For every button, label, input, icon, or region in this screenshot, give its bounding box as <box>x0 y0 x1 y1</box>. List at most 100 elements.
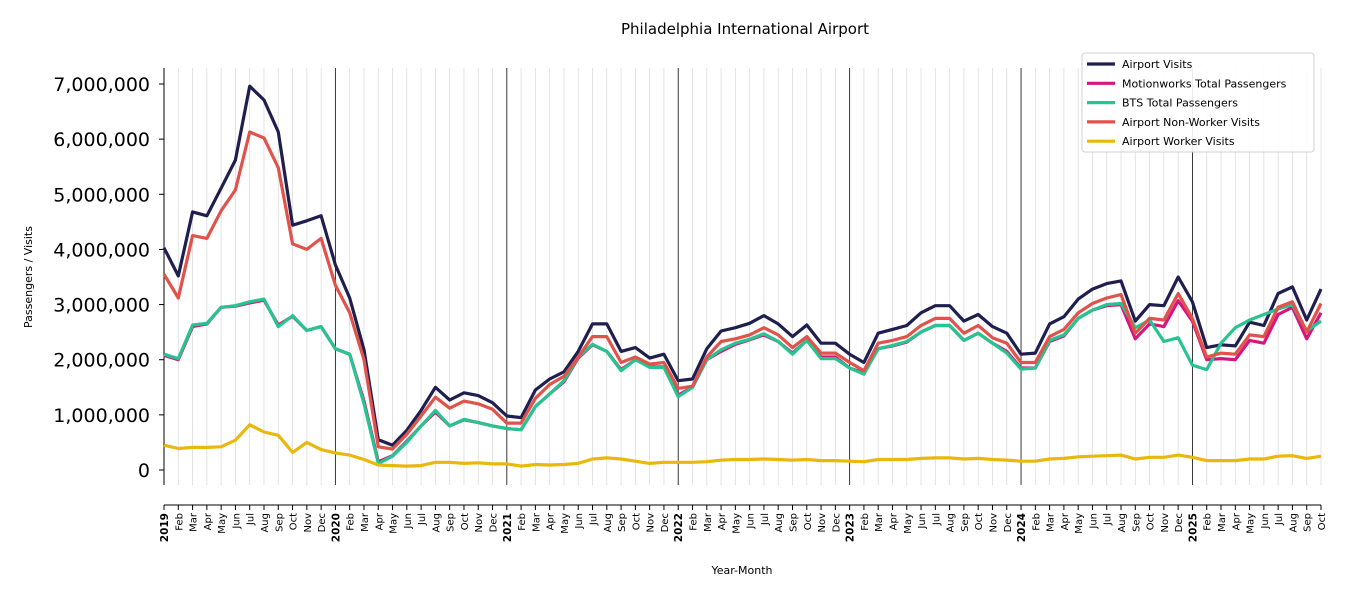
x-tick-label-month: Feb <box>1031 513 1042 531</box>
x-tick-label-month: Jun <box>917 513 928 530</box>
x-tick-label-month: Apr <box>1060 512 1071 530</box>
x-tick-label-month: Sep <box>788 513 799 532</box>
x-tick-label-month: Apr <box>717 512 728 530</box>
x-tick-label-month: Feb <box>689 513 700 531</box>
x-tick-label-month: Nov <box>988 513 999 533</box>
series-line-airport-worker-visits <box>163 423 1322 468</box>
x-tick-label-month: Jul <box>417 513 428 526</box>
x-tick-label-month: Jul <box>1103 513 1114 526</box>
x-tick-label-month: Jul <box>931 513 942 526</box>
x-tick-label-month: Mar <box>874 512 885 532</box>
x-tick-label-year: 2022 <box>673 513 685 542</box>
x-tick-label-month: Nov <box>303 513 314 533</box>
x-tick-label-month: Sep <box>1303 513 1314 532</box>
x-tick-label-month: Feb <box>346 513 357 531</box>
x-tick-label-month: Feb <box>1203 513 1214 531</box>
x-tick-label-month: Sep <box>446 513 457 532</box>
series-line-airport-non-worker-visits <box>162 130 1323 451</box>
x-tick-label-month: Jun <box>231 513 242 530</box>
legend-label: BTS Total Passengers <box>1122 97 1238 110</box>
x-tick-label-month: Dec <box>660 513 671 532</box>
x-tick-label-month: Nov <box>646 513 657 533</box>
x-tick-label-month: May <box>389 513 400 534</box>
x-tick-label-month: Dec <box>1174 513 1185 532</box>
x-tick-label-month: Apr <box>203 512 214 530</box>
series-line-airport-visits <box>162 84 1323 447</box>
x-tick-label-month: Dec <box>489 513 500 532</box>
x-tick-label-month: Nov <box>474 513 485 533</box>
x-tick-label-month: Jul <box>589 513 600 526</box>
x-tick-label-month: May <box>903 513 914 534</box>
legend: Airport Visits Motionworks Total Passenge… <box>1081 52 1315 153</box>
legend-box <box>1081 52 1315 153</box>
x-tick-label-year: 2020 <box>330 513 342 542</box>
legend-label: Airport Non-Worker Visits <box>1122 116 1260 129</box>
legend-label: Airport Worker Visits <box>1122 135 1235 148</box>
y-tick-label: 2,000,000 <box>53 350 150 372</box>
x-axis: 2019 Feb Mar Apr May Jun Jul Aug Sep Oct Nov Dec 202… <box>159 504 1328 542</box>
x-tick-label-month: Feb <box>860 513 871 531</box>
x-tick-label-month: Apr <box>546 512 557 530</box>
x-tick-label-month: Nov <box>817 513 828 533</box>
x-tick-label-month: Oct <box>289 513 300 530</box>
x-tick-label-month: Jul <box>1274 513 1285 526</box>
x-axis-label: Year-Month <box>710 564 772 577</box>
x-tick-label-month: Aug <box>260 513 271 533</box>
x-tick-label-year: 2021 <box>502 513 514 542</box>
x-tick-label-month: Aug <box>946 513 957 533</box>
x-tick-label-month: Jun <box>574 513 585 530</box>
x-tick-label-month: Mar <box>360 512 371 532</box>
x-tick-label-month: Sep <box>617 513 628 532</box>
x-tick-label-month: Jun <box>1088 513 1099 530</box>
x-tick-label-month: Oct <box>974 513 985 530</box>
x-tick-label-month: May <box>1074 513 1085 534</box>
x-tick-label-month: May <box>731 513 742 534</box>
y-tick-label: 1,000,000 <box>53 405 150 427</box>
x-tick-label-month: Oct <box>1146 513 1157 530</box>
x-tick-label-month: Aug <box>774 513 785 533</box>
x-tick-label-month: Aug <box>1288 513 1299 533</box>
legend-label: Motionworks Total Passengers <box>1122 77 1287 90</box>
x-tick-label-month: Dec <box>831 513 842 532</box>
y-tick-label: 4,000,000 <box>53 239 150 261</box>
x-tick-label-month: Oct <box>631 513 642 530</box>
x-tick-label-month: Mar <box>1217 512 1228 532</box>
x-tick-label-month: Aug <box>603 513 614 533</box>
x-tick-label-month: Feb <box>517 513 528 531</box>
x-tick-label-month: Mar <box>1046 512 1057 532</box>
y-axis: 0 1,000,000 2,000,000 3,000,000 4,000,000 5,0… <box>53 68 165 485</box>
x-tick-label-month: Aug <box>431 513 442 533</box>
x-tick-label-month: Apr <box>374 512 385 530</box>
x-tick-label-month: Apr <box>1231 512 1242 530</box>
x-tick-label-month: Mar <box>703 512 714 532</box>
y-axis-label: Passengers / Visits <box>22 226 35 328</box>
x-tick-label-year: 2019 <box>159 513 171 542</box>
y-tick-label: 0 <box>138 460 150 482</box>
y-tick-label: 3,000,000 <box>53 295 150 317</box>
x-tick-label-month: Dec <box>1003 513 1014 532</box>
x-tick-label-year: 2023 <box>845 513 857 542</box>
x-tick-label-month: Jul <box>760 513 771 526</box>
x-tick-label-month: Jun <box>403 513 414 530</box>
x-tick-label-month: Dec <box>317 513 328 532</box>
x-tick-label-month: Sep <box>274 513 285 532</box>
y-tick-label: 5,000,000 <box>53 184 150 206</box>
x-tick-label-month: Aug <box>1117 513 1128 533</box>
x-tick-label-year: 2025 <box>1187 513 1199 542</box>
x-tick-label-month: Oct <box>803 513 814 530</box>
x-tick-label-month: Oct <box>460 513 471 530</box>
x-tick-label-month: Jun <box>1260 513 1271 530</box>
x-tick-label-month: Jun <box>746 513 757 530</box>
x-tick-label-month: Feb <box>174 513 185 531</box>
legend-label: Airport Visits <box>1122 58 1193 71</box>
x-tick-label-month: Sep <box>960 513 971 532</box>
series-lines <box>162 84 1323 468</box>
chart-title: Philadelphia International Airport <box>621 20 869 38</box>
x-tick-label-month: Apr <box>888 512 899 530</box>
x-tick-label-month: Mar <box>189 512 200 532</box>
x-tick-label-month: Jul <box>246 513 257 526</box>
x-tick-label-month: Mar <box>531 512 542 532</box>
x-tick-label-year: 2024 <box>1016 513 1028 542</box>
x-tick-label-month: Oct <box>1317 513 1328 530</box>
